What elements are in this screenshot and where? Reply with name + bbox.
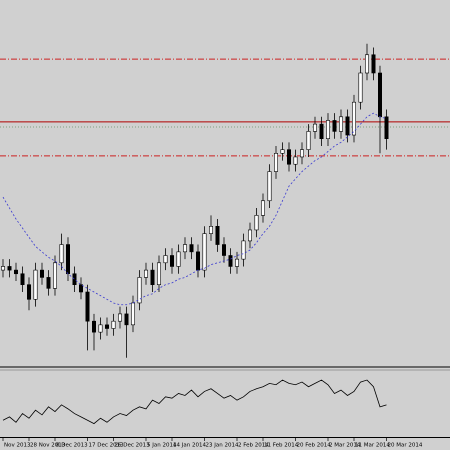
candle-body [351, 101, 356, 136]
candle-body [183, 244, 188, 253]
candle-body [157, 262, 162, 285]
candle-body [163, 255, 168, 264]
x-tick-label: 14 Jan 2014 [173, 443, 206, 449]
candle-body [358, 72, 363, 103]
candle-body [306, 131, 311, 150]
candle-body [235, 258, 240, 267]
candle-body [280, 149, 285, 154]
candle-body [196, 251, 201, 271]
x-tick-label: 8 Dec 2013 [56, 443, 88, 449]
x-tick-label: 2 Feb 2014 [238, 443, 269, 449]
candle-body [254, 215, 259, 231]
x-tick-label: 20 Mar 2014 [388, 443, 423, 449]
x-tick-label: 11 Feb 2014 [264, 443, 299, 449]
candle-body [338, 116, 343, 132]
candle-body [14, 269, 19, 275]
candle-body [92, 320, 97, 333]
candle-body [312, 123, 317, 132]
candle-body [293, 156, 298, 165]
candle-body [52, 262, 57, 289]
candle-body [144, 269, 149, 278]
x-tick-label: 20 Feb 2014 [297, 443, 332, 449]
candle-body [377, 72, 382, 118]
x-tick-label: 23 Jan 2014 [206, 443, 239, 449]
candle-body [72, 273, 77, 285]
candle-body [241, 240, 246, 260]
x-tick-label: Nov 2013 [4, 443, 31, 449]
candle-body [66, 244, 71, 275]
candle-body [222, 244, 227, 256]
candle-body [79, 284, 84, 293]
moving-average [2, 112, 387, 306]
candle-body [20, 273, 25, 285]
candle-body [46, 277, 51, 289]
candle-body [384, 116, 389, 140]
candle-body [260, 200, 265, 216]
candle-body [319, 123, 324, 139]
candle-body [325, 120, 330, 139]
candle-body [33, 269, 38, 300]
x-tick-label: 28 Nov 2013 [30, 443, 66, 449]
candle-body [26, 284, 31, 300]
candle-body [345, 116, 350, 136]
candle-body [267, 171, 272, 202]
candle-body [364, 54, 369, 74]
candle-body [0, 266, 6, 271]
candle-body [118, 313, 123, 322]
candle-body [371, 54, 376, 74]
x-tick-label: 2 Mar 2014 [329, 443, 361, 449]
candle-body [39, 269, 44, 278]
candle-body [332, 120, 337, 132]
candle-body [228, 255, 233, 267]
candle-body [98, 324, 103, 333]
candle-body [189, 244, 194, 253]
candle-body [59, 244, 64, 264]
x-tick-label: 17 Dec 2013 [89, 443, 125, 449]
candle-body [85, 291, 90, 322]
candle-body [176, 251, 181, 267]
candle-body [105, 324, 110, 329]
candle-body [111, 320, 116, 329]
candle-body [273, 153, 278, 172]
x-tick-label: 26 Dec 2013 [115, 443, 151, 449]
candle-body [202, 233, 207, 271]
x-tick-label: 11 Mar 2014 [355, 443, 390, 449]
candle-body [137, 277, 142, 304]
candle-body [209, 226, 214, 234]
x-tick-label: 5 Jan 2014 [147, 443, 177, 449]
candle-body [299, 149, 304, 158]
candle-body [215, 226, 220, 245]
candle-body [248, 229, 253, 242]
candle-body [124, 313, 129, 326]
candle-body [131, 302, 136, 326]
oscillator-line [2, 379, 387, 425]
candle-body [286, 149, 291, 165]
candle-body [170, 255, 175, 267]
candle-body [7, 266, 12, 271]
candle-body [150, 269, 155, 286]
